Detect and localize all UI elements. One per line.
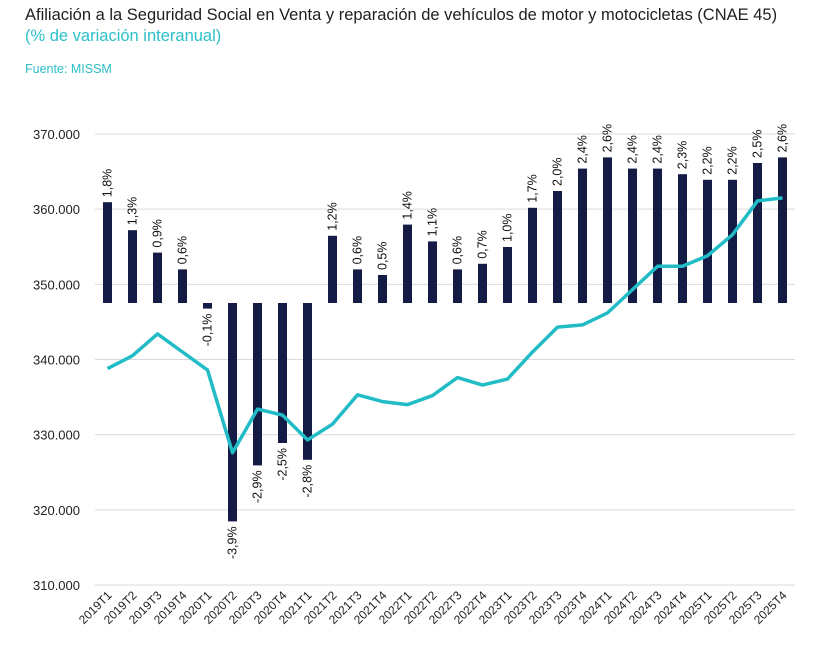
line-series xyxy=(106,196,783,455)
bar xyxy=(753,163,762,303)
bar-data-label: 2,4% xyxy=(626,135,640,164)
bar xyxy=(628,168,637,303)
y-tick-label: 340.000 xyxy=(33,353,80,368)
bar xyxy=(678,174,687,303)
bar-data-label: -3,9% xyxy=(226,526,240,559)
y-tick-label: 360.000 xyxy=(33,202,80,217)
bar-data-label: 2,3% xyxy=(676,141,690,170)
y-tick-label: 310.000 xyxy=(33,578,80,593)
bar xyxy=(128,230,137,303)
bar-data-label: 0,6% xyxy=(176,236,190,265)
bar-data-label: 0,6% xyxy=(451,236,465,265)
bar xyxy=(353,269,362,303)
bar xyxy=(553,191,562,303)
bar-data-label: 2,2% xyxy=(701,146,715,175)
bar-data-label: 1,3% xyxy=(126,197,140,226)
bar-data-label: -2,9% xyxy=(251,470,265,503)
bar xyxy=(453,269,462,303)
bar-data-label: 1,2% xyxy=(326,202,340,231)
bar xyxy=(403,224,412,303)
y-tick-label: 330.000 xyxy=(33,428,80,443)
bar xyxy=(253,303,262,466)
bar-data-label: 2,6% xyxy=(776,124,790,153)
bar-data-label: 2,6% xyxy=(601,124,615,153)
bar-data-label: 0,9% xyxy=(151,219,165,248)
bar-data-label: 1,4% xyxy=(401,191,415,220)
bar-data-label: 1,0% xyxy=(501,214,515,243)
bar xyxy=(778,157,787,303)
bar xyxy=(728,179,737,303)
bar xyxy=(428,241,437,303)
bar xyxy=(478,263,487,303)
bar xyxy=(203,303,212,309)
bar-data-label: 2,5% xyxy=(751,130,765,159)
bar xyxy=(528,207,537,303)
bar-data-label: -0,1% xyxy=(201,314,215,347)
y-tick-label: 370.000 xyxy=(33,127,80,142)
bar xyxy=(653,168,662,303)
bar-data-label: 0,7% xyxy=(476,230,490,259)
chart-title: Afiliación a la Seguridad Social en Vent… xyxy=(25,6,778,24)
bar xyxy=(178,269,187,303)
bar xyxy=(578,168,587,303)
bar xyxy=(603,157,612,303)
bar-data-label: 2,0% xyxy=(551,158,565,187)
bar-data-label: 2,2% xyxy=(726,146,740,175)
chart-source: Fuente: MISSM xyxy=(25,62,112,76)
bar xyxy=(278,303,287,443)
bar xyxy=(703,179,712,303)
bar-data-label: -2,5% xyxy=(276,448,290,481)
bar-data-label: 2,4% xyxy=(576,135,590,164)
bar xyxy=(503,247,512,303)
y-tick-label: 350.000 xyxy=(33,277,80,292)
chart-subtitle: (% de variación interanual) xyxy=(25,27,222,45)
bar xyxy=(378,275,387,303)
bar xyxy=(153,252,162,303)
bar-data-label: 1,7% xyxy=(526,174,540,203)
bar-data-label: 2,4% xyxy=(651,135,665,164)
bar xyxy=(303,303,312,460)
bar xyxy=(328,235,337,303)
bar xyxy=(103,202,112,303)
bar-data-label: 1,1% xyxy=(426,208,440,237)
bar-data-label: 0,5% xyxy=(376,242,390,271)
bar-data-label: -2,8% xyxy=(301,465,315,498)
bar xyxy=(228,303,237,522)
bar-data-label: 1,8% xyxy=(101,169,115,198)
y-tick-label: 320.000 xyxy=(33,503,80,518)
bar-data-label: 0,6% xyxy=(351,236,365,265)
